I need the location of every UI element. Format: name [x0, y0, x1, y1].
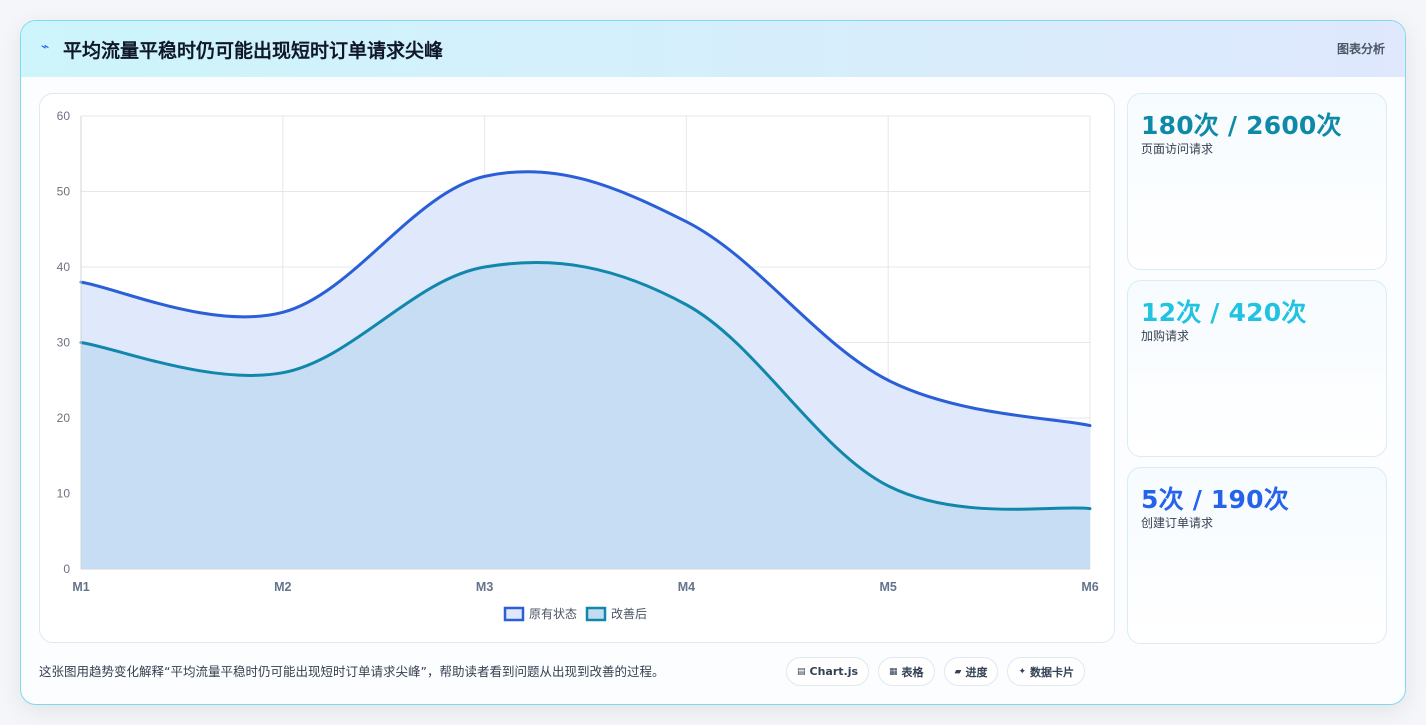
y-tick-label: 30: [57, 336, 71, 350]
chip-label: Chart.js: [809, 665, 859, 678]
y-tick-label: 10: [57, 487, 71, 501]
chip-label: 表格: [901, 665, 924, 679]
table-icon: ▦: [889, 666, 898, 677]
legend-swatch: [585, 606, 607, 622]
flash-icon: ⌁: [41, 39, 50, 55]
series-line-1: [79, 261, 1092, 511]
chip-table[interactable]: ▦ 表格: [878, 657, 935, 686]
x-tick-label: M4: [678, 580, 695, 594]
legend-swatch: [503, 606, 525, 622]
chart-panel: 0 10 20 30 40 50 60 M1 M2 M3 M4 M5 M6 原有状态 改善后: [39, 93, 1115, 643]
y-tick-label: 20: [57, 411, 71, 425]
legend-label: 改善后: [611, 606, 647, 621]
series-line-0: [79, 170, 1092, 428]
stat-label: 创建订单请求: [1141, 516, 1214, 530]
stat-value: 5次 / 190次: [1141, 485, 1289, 514]
stat-label: 页面访问请求: [1141, 142, 1214, 156]
x-tick-label: M3: [476, 580, 493, 594]
area-chart: 0 10 20 30 40 50 60 M1 M2 M3 M4 M5 M6 原有状态 改善后: [57, 109, 1099, 622]
stat-label: 加购请求: [1141, 329, 1190, 343]
x-tick-label: M6: [1081, 580, 1098, 594]
series-area-1: [81, 262, 1090, 569]
y-tick-label: 40: [57, 260, 71, 274]
chip-progress[interactable]: ▰ 进度: [943, 657, 999, 686]
stat-value: 12次 / 420次: [1141, 298, 1307, 327]
x-tick-label: M1: [72, 580, 89, 594]
chip-data-cards[interactable]: ✦ 数据卡片: [1007, 657, 1086, 686]
chip-label: 数据卡片: [1030, 665, 1075, 679]
x-tick-label: M5: [880, 580, 897, 594]
y-tick-label: 60: [57, 109, 71, 123]
stat-card-create-order: 5次 / 190次 创建订单请求: [1127, 467, 1387, 644]
chip-label: 进度: [965, 665, 988, 679]
chip-group: ▤ Chart.js ▦ 表格 ▰ 进度 ✦ 数据卡片: [786, 657, 1086, 686]
chart-caption: 这张图用趋势变化解释“平均流量平稳时仍可能出现短时订单请求尖峰”，帮助读者看到问…: [39, 664, 665, 679]
chart-icon: ▤: [797, 666, 806, 677]
chart-card: ⌁ 平均流量平稳时仍可能出现短时订单请求尖峰 图表分析 0 10 20 30 40 50 6…: [20, 20, 1406, 705]
chip-chartjs[interactable]: ▤ Chart.js: [786, 657, 870, 686]
card-header: ⌁ 平均流量平稳时仍可能出现短时订单请求尖峰 图表分析: [21, 21, 1405, 77]
sparkle-icon: ✦: [1018, 666, 1027, 677]
stat-value: 180次 / 2600次: [1141, 111, 1342, 140]
progress-icon: ▰: [954, 666, 962, 677]
page-title: 平均流量平稳时仍可能出现短时订单请求尖峰: [63, 40, 444, 62]
legend-label: 原有状态: [529, 607, 577, 621]
y-tick-label: 0: [63, 562, 70, 576]
y-tick-label: 50: [57, 185, 71, 199]
x-tick-label: M2: [274, 580, 291, 594]
stat-card-add-to-cart: 12次 / 420次 加购请求: [1127, 280, 1387, 457]
header-tag: 图表分析: [1336, 42, 1385, 56]
stat-card-page-visits: 180次 / 2600次 页面访问请求: [1127, 93, 1387, 270]
